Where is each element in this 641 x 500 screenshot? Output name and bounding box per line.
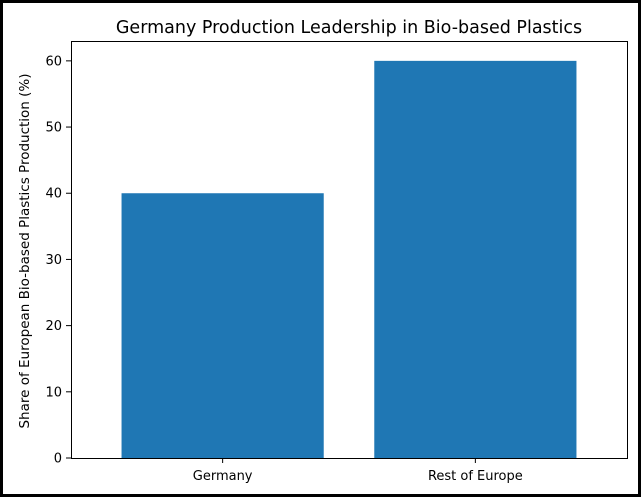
y-tick-label: 50 (45, 121, 62, 136)
bars-group (121, 60, 577, 458)
x-axis-ticks: Germany Rest of Europe (193, 458, 523, 484)
x-tick-label: Rest of Europe (428, 469, 523, 484)
x-tick-label: Germany (193, 469, 253, 484)
y-tick-label: 60 (45, 54, 62, 69)
y-tick-label: 20 (45, 319, 62, 334)
y-axis-label: Share of European Bio-based Plastics Pro… (17, 73, 33, 428)
y-tick-label: 30 (45, 253, 62, 268)
y-tick-label: 40 (45, 187, 62, 202)
y-tick-label: 0 (54, 452, 62, 467)
bar-germany (121, 193, 324, 458)
y-tick-label: 10 (45, 385, 62, 400)
y-axis-ticks: 0 10 20 30 40 50 60 (45, 54, 71, 467)
bar-chart: Germany Production Leadership in Bio-bas… (17, 18, 628, 484)
chart-title: Germany Production Leadership in Bio-bas… (116, 18, 582, 38)
bar-rest-of-europe (374, 60, 577, 458)
plot-area-frame (71, 41, 628, 459)
